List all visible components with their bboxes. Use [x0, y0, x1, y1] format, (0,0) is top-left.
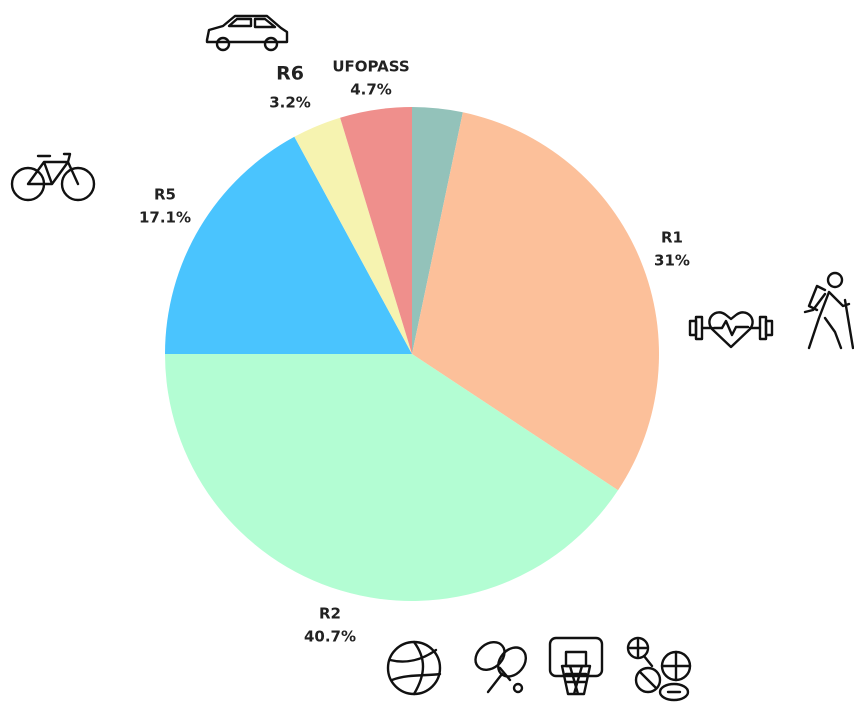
slice-label: R1: [661, 229, 683, 247]
volleyball-icon: [386, 640, 442, 696]
value-label: 40.7%: [304, 628, 356, 646]
value-label: 31%: [654, 252, 690, 270]
slice: [412, 107, 463, 354]
slice: [165, 354, 619, 602]
car-icon: [205, 14, 289, 52]
slice-label: UFOPASS: [332, 58, 409, 76]
sports-balls-icon: [626, 636, 692, 702]
hiker-icon: [803, 271, 854, 350]
bicycle-icon: [10, 152, 96, 202]
value-label: 4.7%: [350, 81, 392, 99]
ping-pong-icon: [474, 641, 527, 694]
hoop-icon: [548, 636, 604, 696]
slice: [165, 136, 412, 354]
value-label: 17.1%: [139, 209, 191, 227]
slice: [294, 117, 412, 354]
value-label: 3.2%: [269, 94, 311, 112]
slice-label: R2: [319, 605, 341, 623]
labels: R1 31% R2 40.7% R5 17.1% R6 3.2% UFOPASS 4.7%: [139, 58, 690, 646]
slice: [340, 107, 412, 354]
slice-label: R6: [276, 63, 304, 85]
slice-label: R5: [154, 186, 176, 204]
pie: [165, 107, 660, 602]
fitness-icon: [688, 311, 774, 349]
slice: [412, 112, 660, 491]
